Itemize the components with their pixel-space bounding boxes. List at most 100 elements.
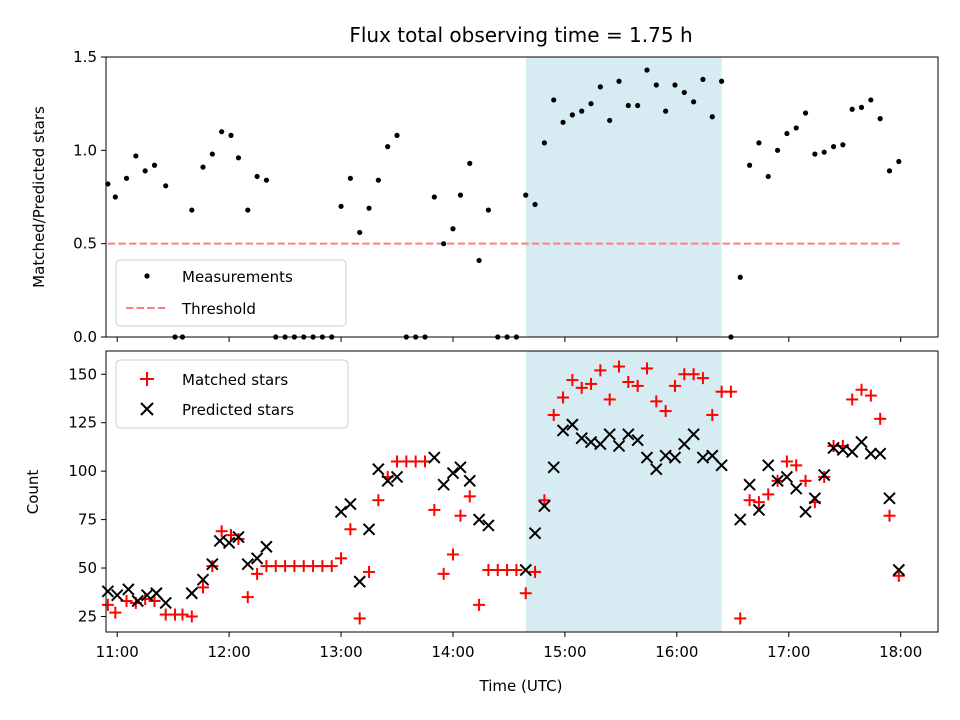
top-axes-frame — [105, 56, 939, 338]
matched-star-point — [687, 368, 700, 381]
predicted-star-point — [752, 503, 766, 517]
matched-star-point — [232, 532, 245, 545]
predicted-star-point — [547, 461, 560, 474]
measurement-point — [228, 132, 234, 138]
measurement-point — [737, 274, 743, 280]
matched-star-point — [603, 393, 616, 406]
predicted-star-point — [706, 449, 719, 462]
matched-star-point — [372, 494, 385, 507]
measurement-point — [886, 168, 893, 174]
measurement-point — [485, 207, 492, 213]
predicted-star-point — [222, 536, 236, 550]
matched-star-point — [418, 455, 431, 468]
matched-star-point — [743, 494, 756, 507]
measurement-point — [476, 257, 482, 264]
predicted-star-point — [696, 451, 710, 464]
predicted-star-point — [362, 523, 376, 536]
y-tick-label: 0.0 — [73, 328, 97, 346]
predicted-star-point — [334, 505, 348, 519]
predicted-star-point — [743, 478, 756, 491]
x-tick-label: 13:00 — [319, 643, 362, 661]
predicted-star-point — [446, 466, 460, 480]
predicted-star-point — [454, 461, 467, 474]
matched-star-point — [846, 393, 859, 406]
measurement-point — [394, 132, 400, 138]
matched-star-point — [241, 591, 254, 604]
matched-star-point — [353, 612, 366, 625]
matched-star-point — [538, 494, 551, 507]
x-tick-label: 12:00 — [208, 643, 251, 661]
measurement-point — [200, 164, 206, 170]
predicted-star-point — [855, 435, 868, 449]
predicted-star-point — [206, 557, 219, 571]
measurement-point — [635, 102, 641, 109]
predicted-star-points — [101, 418, 906, 610]
x-tick-label: 17:00 — [767, 643, 810, 661]
measurement-point — [142, 168, 148, 174]
predicted-star-point — [780, 470, 794, 484]
matched-star-point — [650, 395, 663, 408]
measurement-point — [133, 153, 139, 159]
legend-label-threshold: Threshold — [181, 300, 256, 318]
predicted-star-point — [519, 563, 532, 577]
bottom-y-ticks: 25 50 75 100 125 150 — [68, 365, 106, 625]
predicted-star-point — [232, 530, 245, 544]
measurement-point — [450, 226, 456, 232]
measurement-point — [774, 147, 781, 153]
bottom-legend-box — [115, 359, 349, 429]
matched-star-point — [575, 381, 588, 394]
predicted-star-point — [428, 451, 441, 464]
predicted-star-point — [344, 497, 357, 511]
predicted-star-point — [381, 474, 394, 488]
matched-star-point — [206, 560, 219, 573]
measurement-point — [551, 97, 557, 103]
top-y-axis-label: Matched/Predicted stars — [30, 106, 48, 288]
y-tick-label: 125 — [68, 414, 97, 432]
predicted-star-point — [659, 449, 672, 462]
measurement-point — [441, 241, 447, 247]
matched-star-point — [454, 509, 467, 522]
predicted-star-point — [836, 443, 850, 457]
matched-star-point — [622, 376, 635, 389]
predicted-star-point — [715, 459, 728, 472]
measurement-point — [579, 108, 585, 114]
legend-label-measurements: Measurements — [182, 268, 293, 286]
predicted-star-point — [762, 459, 775, 472]
matched-star-point — [344, 523, 357, 536]
matched-star-point — [547, 408, 560, 421]
measurement-point — [105, 181, 111, 187]
bottom-legend: Matched stars Predicted stars — [115, 359, 349, 429]
measurement-point — [338, 203, 344, 209]
measurement-point — [830, 144, 837, 150]
measurement-point — [812, 151, 818, 157]
predicted-star-point — [260, 540, 273, 553]
matched-star-point — [752, 496, 765, 509]
measurement-point — [793, 125, 799, 131]
bottom-y-axis-label: Count — [24, 470, 42, 515]
predicted-star-point — [808, 492, 822, 505]
predicted-star-point — [390, 470, 404, 484]
chart-title: Flux total observing time = 1.75 h — [349, 23, 692, 47]
legend-label-predicted: Predicted stars — [182, 401, 294, 419]
matched-star-point — [706, 408, 719, 421]
measurement-point — [691, 99, 697, 105]
highlight-span-bottom — [525, 351, 722, 632]
top-y-ticks: 0.0 0.5 1.0 1.5 — [73, 48, 106, 346]
predicted-star-point — [622, 428, 635, 441]
matched-star-point — [109, 606, 122, 619]
bottom-axes-frame — [105, 350, 939, 633]
matched-star-point — [446, 548, 459, 561]
matched-star-point — [148, 594, 161, 607]
measurement-point — [263, 177, 270, 183]
matched-star-point — [566, 374, 579, 387]
x-tick-label: 14:00 — [431, 643, 474, 661]
measurement-point — [858, 104, 865, 110]
measurement-point — [784, 130, 790, 137]
predicted-star-point — [213, 534, 227, 548]
matched-star-point — [668, 379, 681, 392]
measurement-point — [163, 183, 169, 189]
predicted-star-point — [122, 583, 135, 596]
predicted-star-point — [845, 445, 859, 458]
measurement-point — [625, 102, 631, 109]
